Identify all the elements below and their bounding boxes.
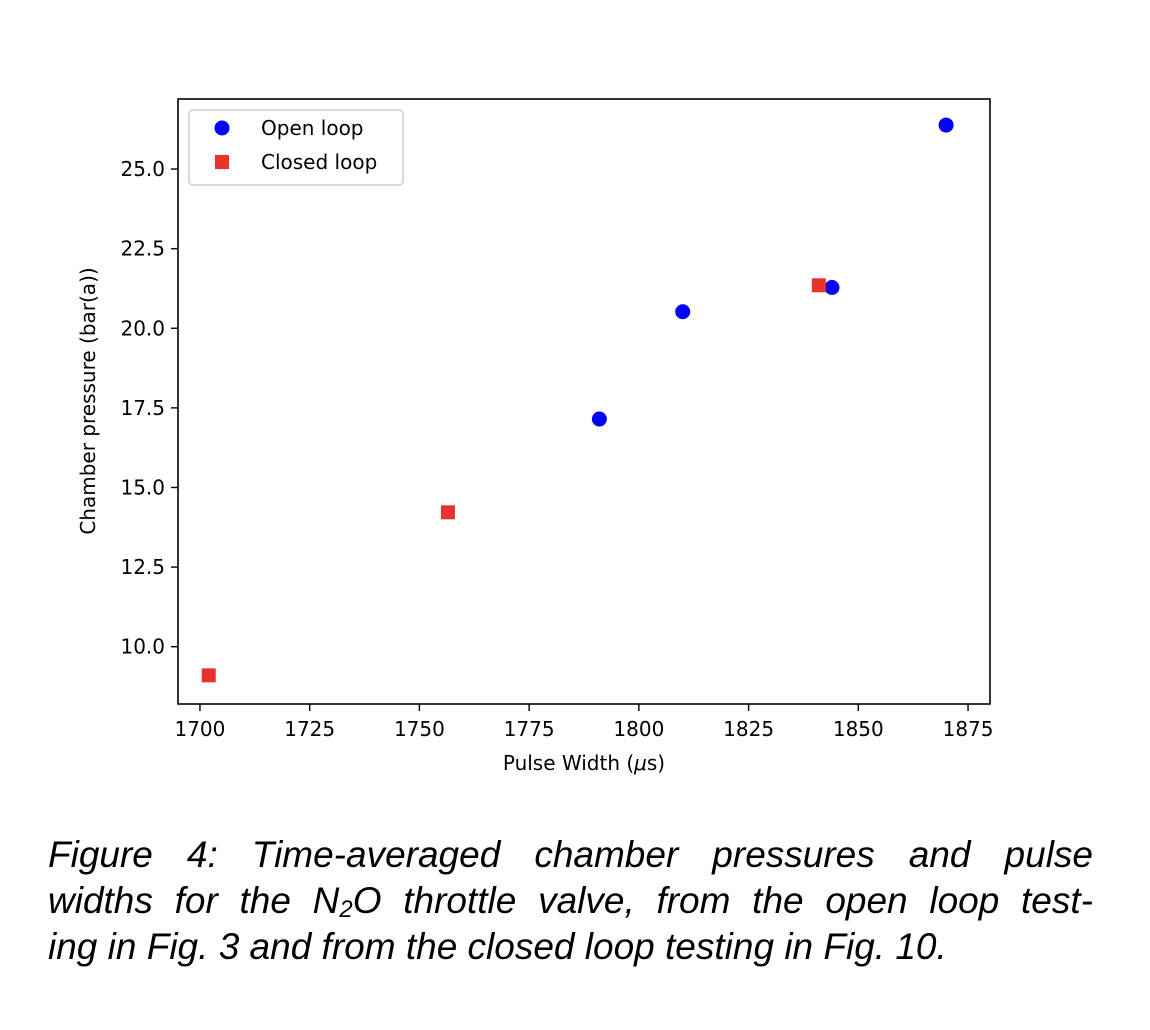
x-tick-label: 1850 bbox=[833, 717, 884, 741]
legend-item: Closed loop bbox=[215, 150, 377, 174]
y-tick-label: 25.0 bbox=[120, 157, 165, 181]
x-tick-label: 1725 bbox=[284, 717, 335, 741]
y-tick-label: 10.0 bbox=[120, 635, 165, 659]
data-point bbox=[440, 505, 455, 520]
y-axis: 10.0 12.5 15.0 17.5 20.0 22.5 25.0 bbox=[120, 157, 178, 659]
legend-marker bbox=[215, 155, 229, 169]
caption-line-1: Figure 4: Time-averaged chamber pressure… bbox=[48, 834, 1093, 875]
figure-caption: Figure 4: Time-averaged chamber pressure… bbox=[48, 832, 1093, 970]
data-point bbox=[591, 411, 607, 427]
y-tick-label: 22.5 bbox=[120, 237, 165, 261]
y-tick-label: 12.5 bbox=[120, 555, 165, 579]
scatter-chart: 1700 1725 1750 1775 1800 1825 1850 1875 10.0 12.… bbox=[76, 98, 994, 775]
plot-frame bbox=[177, 98, 991, 705]
data-point bbox=[811, 278, 826, 293]
data-point bbox=[675, 304, 691, 320]
data-points bbox=[201, 117, 954, 683]
caption-line-2: widths for the N2O throttle valve, from … bbox=[48, 880, 1093, 923]
data-point bbox=[824, 280, 840, 296]
x-tick-label: 1750 bbox=[394, 717, 445, 741]
series-open-loop bbox=[591, 117, 954, 427]
legend-label: Closed loop bbox=[261, 150, 377, 174]
y-tick-label: 15.0 bbox=[120, 475, 165, 499]
y-axis-label: Chamber pressure (bar(a)) bbox=[76, 267, 100, 534]
plot-area bbox=[177, 98, 991, 705]
x-tick-label: 1700 bbox=[174, 717, 225, 741]
y-tick-label: 20.0 bbox=[120, 316, 165, 340]
x-tick-label: 1825 bbox=[723, 717, 774, 741]
series-closed-loop bbox=[201, 278, 826, 683]
y-tick-label: 17.5 bbox=[120, 396, 165, 420]
legend-label: Open loop bbox=[261, 116, 364, 140]
x-tick-label: 1800 bbox=[613, 717, 664, 741]
x-tick-label: 1875 bbox=[943, 717, 994, 741]
data-point bbox=[201, 668, 216, 683]
x-axis-label: Pulse Width (μs) bbox=[503, 751, 665, 775]
caption-line-3: ing in Fig. 3 and from the closed loop t… bbox=[48, 926, 947, 967]
x-axis: 1700 1725 1750 1775 1800 1825 1850 1875 bbox=[174, 704, 994, 741]
legend: Open loop Closed loop bbox=[188, 109, 404, 186]
legend-marker bbox=[214, 120, 230, 136]
legend-item: Open loop bbox=[214, 116, 364, 140]
legend-box bbox=[188, 109, 404, 186]
data-point bbox=[938, 117, 954, 133]
x-tick-label: 1775 bbox=[504, 717, 555, 741]
